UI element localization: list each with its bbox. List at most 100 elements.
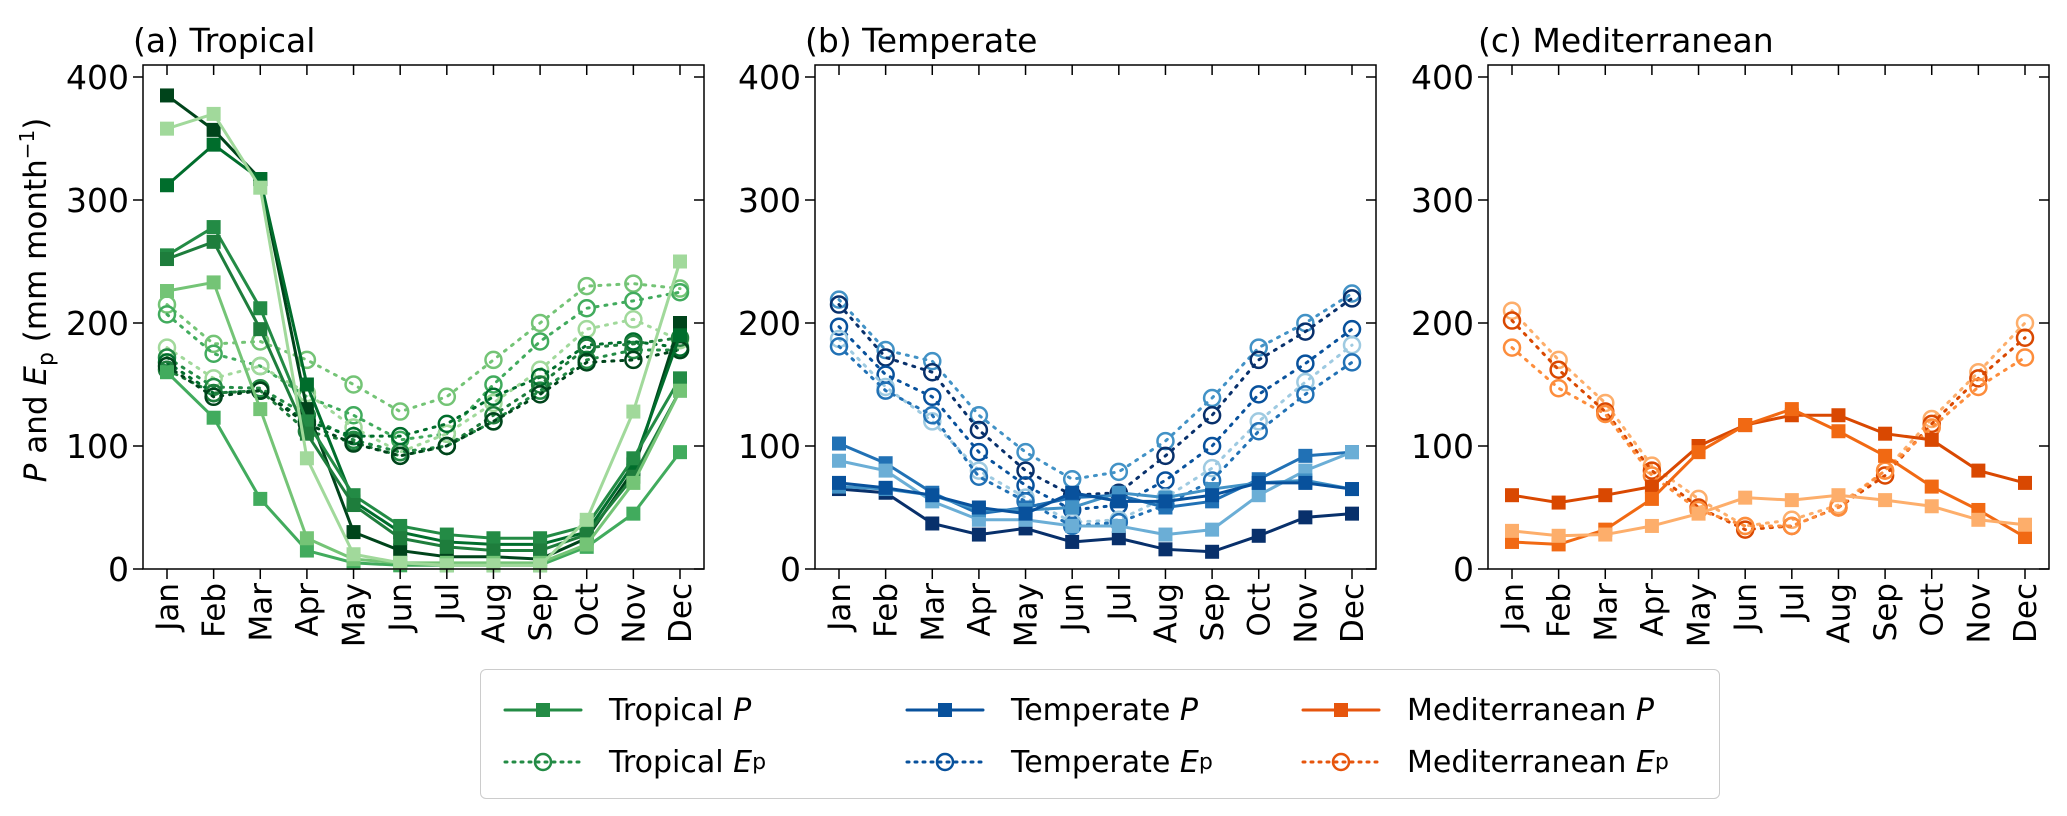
ep-point xyxy=(829,295,849,314)
p-point xyxy=(1784,402,1799,417)
ep-point xyxy=(1296,354,1315,373)
y-tick-label: 300 xyxy=(66,181,129,220)
p-point xyxy=(1065,534,1080,549)
ep-point xyxy=(1782,516,1802,536)
x-tick-label: Feb xyxy=(197,583,233,638)
p-point xyxy=(1738,418,1753,433)
p-point xyxy=(1298,510,1313,525)
p-point xyxy=(1065,485,1080,500)
p-point xyxy=(1924,432,1939,447)
axes-frame xyxy=(814,64,1377,570)
p-point xyxy=(533,543,548,558)
p-point xyxy=(206,220,221,235)
legend-var: E xyxy=(733,744,753,780)
p-point xyxy=(579,537,594,552)
x-tick-label: Jan xyxy=(150,583,186,633)
x-tick-label: Jul xyxy=(1775,583,1811,622)
legend-var: P xyxy=(733,692,752,728)
ep-point xyxy=(969,442,989,462)
p-point xyxy=(1345,482,1359,497)
x-tick-label: Apr xyxy=(1635,583,1671,637)
p-line-4 xyxy=(837,481,1354,516)
ep-point xyxy=(1342,289,1362,308)
ep-point xyxy=(1342,353,1362,372)
p-line-0 xyxy=(1510,413,2027,505)
legend-marker-solid-square xyxy=(905,703,985,717)
p-point xyxy=(673,383,687,398)
panel-title: (a) Tropical xyxy=(133,21,315,60)
y-tick-label: 300 xyxy=(1411,181,1474,220)
x-tick-label: Sep xyxy=(1195,583,1231,641)
y-tick-label: 0 xyxy=(108,550,129,589)
ep-point xyxy=(1202,406,1222,425)
ep-point xyxy=(437,387,457,407)
p-point xyxy=(299,451,314,466)
p-point xyxy=(626,451,641,466)
ep-point xyxy=(1875,466,1895,485)
panel-0: (a) Tropical 0 100 200 300 400 Jan Feb Mar Apr May… xyxy=(66,21,705,647)
x-tick-label: Jul xyxy=(1102,583,1138,622)
p-point xyxy=(346,498,361,513)
p-point xyxy=(1738,490,1753,505)
ep-point xyxy=(1249,421,1268,441)
legend-item-tropical-p: Tropical P xyxy=(503,690,751,730)
ep-point xyxy=(577,276,596,296)
p-point xyxy=(2018,475,2032,490)
ep-point xyxy=(484,387,503,407)
legend-circle-marker xyxy=(533,752,553,772)
ep-point xyxy=(829,337,849,356)
legend-sub: p xyxy=(1654,749,1669,775)
p-point xyxy=(1505,534,1519,549)
ep-point xyxy=(484,375,503,394)
ep-point xyxy=(2015,348,2035,367)
x-tick-label: Aug xyxy=(476,583,512,644)
p-point xyxy=(1831,424,1846,439)
p-point xyxy=(206,137,221,152)
ep-point xyxy=(876,381,895,400)
x-tick-label: Sep xyxy=(523,583,559,641)
p-point xyxy=(1205,488,1220,503)
p-point xyxy=(1065,518,1080,533)
x-tick-label: Jun xyxy=(1728,583,1764,633)
p-point xyxy=(1205,522,1220,537)
p-point xyxy=(1505,488,1519,503)
p-point xyxy=(1878,493,1893,508)
ep-point xyxy=(437,424,457,443)
p-point xyxy=(253,402,268,417)
ep-point xyxy=(1342,284,1362,303)
p-point xyxy=(673,371,687,386)
legend-marker-solid-square xyxy=(1301,703,1381,717)
x-tick-label: Mar xyxy=(915,583,951,642)
p-point xyxy=(393,543,408,558)
panel-title: (b) Temperate xyxy=(805,21,1037,60)
legend-label: Tropical xyxy=(609,744,724,780)
ep-point xyxy=(157,305,177,324)
p-point xyxy=(206,410,221,425)
ep-point xyxy=(1782,510,1802,530)
x-tick-label: May xyxy=(1682,583,1718,647)
ep-point xyxy=(530,375,550,394)
p-point xyxy=(253,301,268,316)
x-tick-label: Apr xyxy=(962,583,998,637)
p-line-1 xyxy=(1510,407,2027,546)
x-tick-label: Mar xyxy=(1588,583,1624,642)
p-point xyxy=(1251,475,1266,490)
p-point xyxy=(1831,488,1846,503)
ep-point xyxy=(969,467,989,486)
ep-line-0 xyxy=(837,291,1354,481)
p-point xyxy=(1205,544,1220,559)
p-point xyxy=(832,436,846,451)
ep-line-2 xyxy=(1510,346,2027,528)
ep-point xyxy=(1249,350,1268,370)
p-point xyxy=(1971,463,1986,478)
p-point xyxy=(1598,488,1613,503)
p-point xyxy=(486,531,501,546)
ep-point xyxy=(344,406,363,425)
p-line-0 xyxy=(165,93,682,561)
p-point xyxy=(253,322,268,337)
p-point xyxy=(299,377,314,392)
legend-marker-dotted-circle xyxy=(503,752,583,772)
